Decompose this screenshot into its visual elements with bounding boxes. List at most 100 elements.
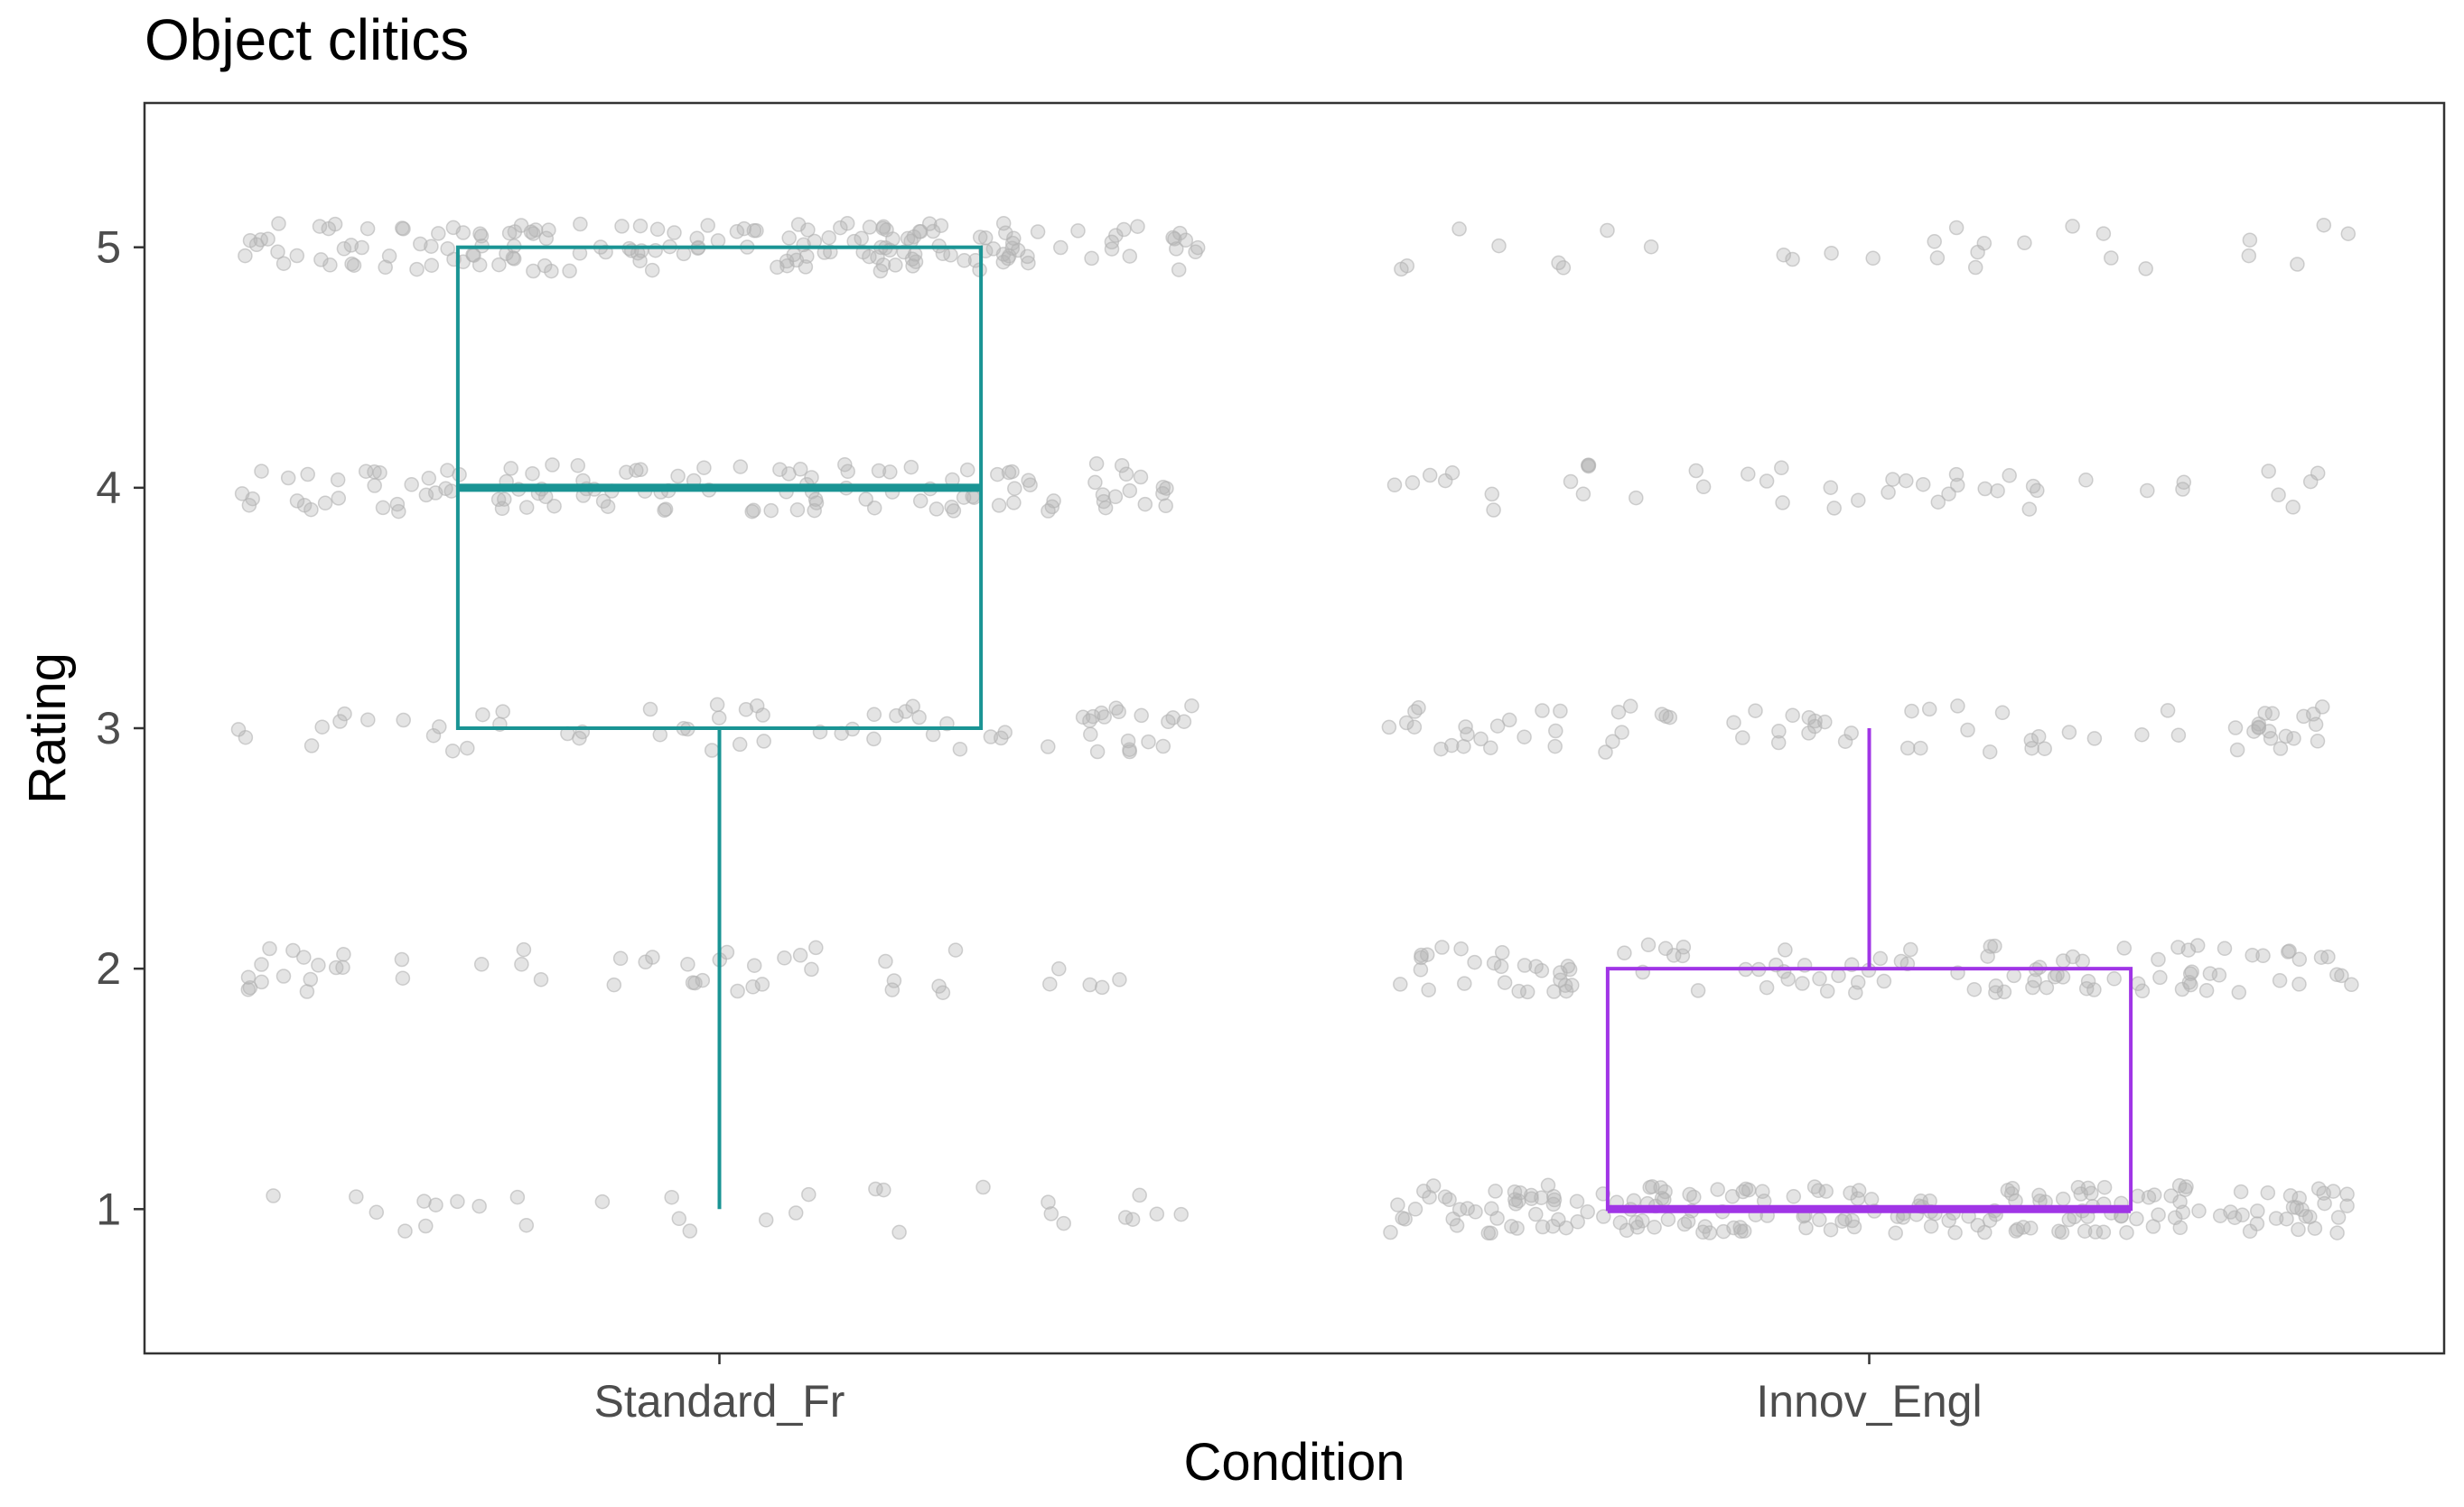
jitter-point (2291, 977, 2307, 992)
jitter-point (1710, 1182, 1725, 1197)
jitter-point (700, 218, 715, 233)
jitter-point (396, 712, 411, 728)
jitter-point (314, 719, 330, 735)
jitter-point (300, 466, 315, 482)
jitter-point (1132, 1187, 1147, 1203)
jitter-point (344, 256, 359, 272)
jitter-point (2086, 982, 2102, 997)
jitter-point (1088, 456, 1105, 472)
jitter-point (1988, 978, 2004, 994)
jitter-point (1141, 734, 1156, 750)
jitter-point (1927, 234, 1942, 249)
jitter-point (421, 471, 437, 486)
jitter-point (1948, 220, 1965, 236)
jitter-point (804, 961, 819, 978)
jitter-point (507, 224, 523, 239)
jitter-point (1405, 475, 1421, 491)
jitter-point (711, 710, 727, 725)
jitter-point (2310, 734, 2326, 749)
jitter-point (2282, 1188, 2299, 1203)
jitter-point (792, 948, 808, 963)
jitter-point (1640, 937, 1657, 953)
jitter-point (445, 220, 462, 236)
jitter-point (514, 957, 529, 972)
jitter-point (1451, 221, 1467, 237)
jitter-point (2302, 473, 2319, 490)
jitter-point (1726, 715, 1741, 730)
jitter-point (1437, 1189, 1453, 1205)
jitter-point (1155, 479, 1171, 495)
jitter-point (1941, 486, 1956, 501)
jitter-point (2250, 1203, 2265, 1219)
jitter-point (416, 1193, 432, 1209)
jitter-point (1511, 983, 1526, 999)
jitter-point (2290, 257, 2305, 272)
jitter-point (404, 477, 419, 492)
jitter-point (2096, 1179, 2113, 1195)
jitter-point (2260, 1184, 2276, 1201)
jitter-point (833, 220, 848, 236)
jitter-point (898, 704, 913, 719)
jitter-point (1546, 984, 1562, 999)
jitter-point (394, 951, 410, 968)
jitter-point (2024, 740, 2039, 756)
jitter-point (1411, 700, 1426, 716)
jitter-point (1970, 1217, 1985, 1233)
jitter-point (733, 459, 749, 474)
jitter-point (1904, 703, 1919, 719)
jitter-point (418, 487, 434, 503)
jitter-point (424, 257, 440, 273)
jitter-point (1819, 983, 1835, 999)
jitter-point (730, 983, 745, 999)
jitter-point (1923, 1219, 1939, 1234)
jitter-point (1851, 492, 1866, 508)
jitter-point (1915, 476, 1931, 492)
jitter-point (395, 970, 411, 986)
jitter-point (1893, 953, 1909, 969)
jitter-point (1041, 739, 1056, 754)
jitter-point (2339, 1198, 2355, 1213)
jitter-point (946, 503, 962, 519)
jitter-point (1771, 724, 1787, 739)
jitter-point (425, 727, 442, 744)
y-axis-title: Rating (18, 652, 77, 804)
jitter-point (749, 697, 765, 714)
jitter-point (1473, 731, 1489, 747)
jitter-point (270, 244, 285, 260)
jitter-point (2025, 979, 2040, 996)
jitter-point (2191, 1203, 2207, 1219)
jitter-point (354, 239, 369, 256)
jitter-point (2229, 742, 2245, 758)
jitter-point (1690, 983, 1706, 998)
jitter-point (911, 709, 927, 725)
jitter-point (600, 499, 616, 514)
jitter-point (998, 225, 1013, 241)
jitter-point (1755, 1184, 1770, 1200)
jitter-point (2172, 1193, 2188, 1210)
jitter-point (671, 1211, 687, 1227)
jitter-point (544, 263, 559, 279)
jitter-point (1569, 1193, 1585, 1209)
jitter-point (1165, 710, 1181, 725)
jitter-point (1545, 1219, 1561, 1234)
jitter-point (871, 463, 887, 479)
jitter-point (1654, 1191, 1670, 1206)
jitter-point (868, 1181, 883, 1197)
jitter-point (312, 219, 328, 234)
jitter-point (2317, 1195, 2332, 1212)
jitter-point (475, 707, 490, 723)
jitter-point (1903, 941, 1918, 958)
jitter-point (884, 982, 901, 997)
jitter-point (2329, 1225, 2345, 1240)
jitter-point (1497, 975, 1513, 990)
jitter-point (397, 1223, 413, 1239)
jitter-point (933, 218, 949, 233)
jitter-point (533, 971, 549, 988)
jitter-point (260, 231, 275, 247)
jitter-point (2286, 731, 2301, 746)
jitter-point (1666, 948, 1682, 963)
jitter-point (1004, 463, 1020, 480)
jitter-point (808, 940, 824, 956)
jitter-point (1528, 1206, 1544, 1222)
jitter-point (1108, 228, 1124, 243)
